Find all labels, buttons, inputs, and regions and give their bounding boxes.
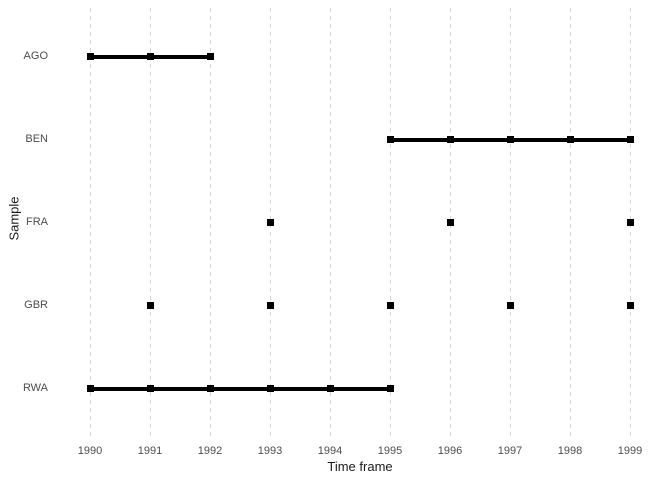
data-point-marker [146,53,154,60]
range-line [90,386,390,391]
data-point-marker [206,385,214,393]
y-tick-label: GBR [24,299,48,312]
data-point-marker [86,53,94,60]
gridline [509,8,511,437]
data-point-marker [266,219,274,227]
data-point-marker [626,302,634,310]
x-tick-label: 1998 [557,445,583,457]
x-tick-label: 1991 [137,445,163,457]
gridline [569,8,571,437]
data-point-marker [506,302,514,310]
data-point-marker [386,136,394,144]
data-point-marker [446,219,454,227]
x-tick-label: 1993 [257,445,283,457]
x-tick-label: 1996 [437,445,463,457]
y-tick-label: FRA [26,216,48,229]
gridline [209,8,211,437]
data-point-marker [146,302,154,310]
x-tick-label: 1995 [377,445,403,457]
x-axis-title: Time frame [327,459,393,474]
x-tick-label: 1997 [497,445,523,457]
data-point-marker [386,302,394,310]
gridline [149,8,151,437]
gridline [389,8,391,437]
gridline [89,8,91,437]
x-tick-label: 1992 [197,445,223,457]
gridline [329,8,331,437]
data-point-marker [266,385,274,393]
data-point-marker [86,385,94,393]
data-point-marker [206,53,214,60]
data-point-marker [146,385,154,393]
data-point-marker [326,385,334,393]
y-tick-label: RWA [22,382,48,395]
data-point-marker [566,136,574,144]
data-point-marker [386,385,394,393]
x-tick-label: 1994 [317,445,343,457]
y-tick-label: AGO [23,50,48,62]
data-point-marker [626,219,634,227]
data-point-marker [446,136,454,144]
x-tick-label: 1999 [617,445,643,457]
data-point-marker [266,302,274,310]
data-point-marker [506,136,514,144]
data-point-marker [626,136,634,144]
y-tick-label: BEN [25,133,48,146]
x-tick-label: 1990 [77,445,103,457]
